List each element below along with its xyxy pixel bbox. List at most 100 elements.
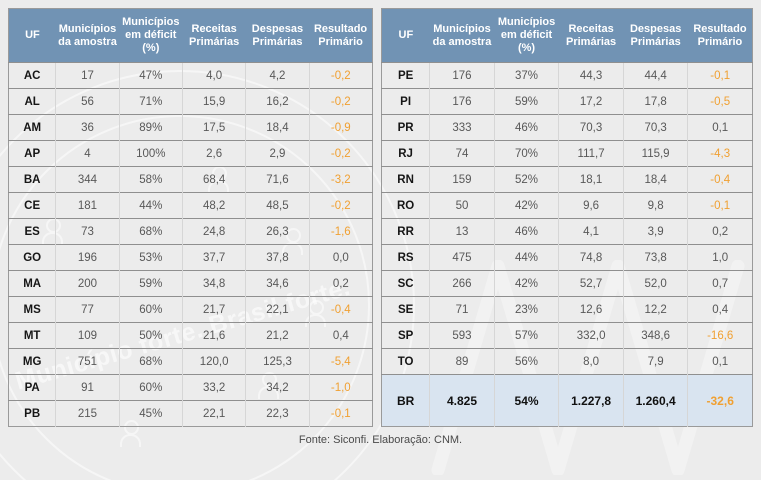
cell-amostra: 196: [55, 244, 120, 271]
cell-resultado: -0,9: [308, 114, 373, 141]
cell-deficit: 42%: [493, 270, 559, 297]
cell-receitas: 9,6: [558, 192, 624, 219]
header-row: UF Municípios da amostra Municípios em déf…: [381, 8, 753, 63]
table-row: MS 77 60% 21,7 22,1 -0,4: [8, 296, 373, 323]
cell-resultado: -0,1: [308, 400, 373, 427]
cell-resultado: 0,2: [308, 270, 373, 297]
table-row: PR 333 46% 70,3 70,3 0,1: [381, 114, 753, 141]
cell-despesas: 2,9: [245, 140, 310, 167]
cell-receitas: 44,3: [558, 62, 624, 89]
cell-uf: GO: [8, 244, 56, 271]
cell-deficit: 56%: [493, 348, 559, 375]
cell-amostra: 89: [429, 348, 495, 375]
cell-uf: PR: [381, 114, 430, 141]
cell-uf: ES: [8, 218, 56, 245]
cell-resultado: -1,0: [308, 374, 373, 401]
cell-uf: SC: [381, 270, 430, 297]
cell-uf: MT: [8, 322, 56, 349]
cell-amostra: 36: [55, 114, 120, 141]
cell-resultado: -0,2: [308, 62, 373, 89]
cell-receitas: 48,2: [181, 192, 246, 219]
cell-receitas: 74,8: [558, 244, 624, 271]
table-row: RR 13 46% 4,1 3,9 0,2: [381, 218, 753, 245]
cell-deficit: 23%: [493, 296, 559, 323]
cell-resultado: 0,2: [687, 218, 753, 245]
cell-uf: MG: [8, 348, 56, 375]
cell-resultado: -4,3: [687, 140, 753, 167]
cell-deficit: 42%: [493, 192, 559, 219]
cell-receitas: 17,2: [558, 88, 624, 115]
cell-receitas: 21,6: [181, 322, 246, 349]
table-row: SC 266 42% 52,7 52,0 0,7: [381, 270, 753, 297]
table-row: PA 91 60% 33,2 34,2 -1,0: [8, 374, 373, 401]
cell-despesas: 18,4: [622, 166, 688, 193]
table-row: RO 50 42% 9,6 9,8 -0,1: [381, 192, 753, 219]
cell-uf: MA: [8, 270, 56, 297]
cell-deficit: 59%: [118, 270, 183, 297]
cell-receitas: 2,6: [181, 140, 246, 167]
uf-table-left: UF Municípios da amostra Municípios em déf…: [8, 8, 373, 427]
cell-despesas: 48,5: [245, 192, 310, 219]
cell-amostra: 215: [55, 400, 120, 427]
cell-amostra: 71: [429, 296, 495, 323]
table-row: SP 593 57% 332,0 348,6 -16,6: [381, 322, 753, 349]
table-row: AM 36 89% 17,5 18,4 -0,9: [8, 114, 373, 141]
cell-despesas: 21,2: [245, 322, 310, 349]
cell-despesas: 73,8: [622, 244, 688, 271]
cell-resultado: 0,1: [687, 348, 753, 375]
cell-receitas: 17,5: [181, 114, 246, 141]
table-row: MG 751 68% 120,0 125,3 -5,4: [8, 348, 373, 375]
uf-table-right: UF Municípios da amostra Municípios em déf…: [381, 8, 753, 427]
cell-despesas: 1.260,4: [622, 374, 688, 427]
cell-deficit: 37%: [493, 62, 559, 89]
cell-amostra: 176: [429, 62, 495, 89]
cell-despesas: 34,6: [245, 270, 310, 297]
cell-despesas: 22,3: [245, 400, 310, 427]
table-row: TO 89 56% 8,0 7,9 0,1: [381, 348, 753, 375]
cell-amostra: 333: [429, 114, 495, 141]
cell-deficit: 47%: [118, 62, 183, 89]
table-row: RJ 74 70% 111,7 115,9 -4,3: [381, 140, 753, 167]
cell-resultado: -0,2: [308, 88, 373, 115]
cell-amostra: 751: [55, 348, 120, 375]
table-row: RS 475 44% 74,8 73,8 1,0: [381, 244, 753, 271]
cell-receitas: 70,3: [558, 114, 624, 141]
source-note: Fonte: Siconfi. Elaboração: CNM.: [298, 434, 463, 446]
cell-deficit: 46%: [493, 218, 559, 245]
column-header: Municípios da amostra: [55, 8, 120, 63]
cell-deficit: 100%: [118, 140, 183, 167]
column-header: Despesas Primárias: [623, 8, 688, 63]
cell-uf: RN: [381, 166, 430, 193]
cell-despesas: 7,9: [622, 348, 688, 375]
cell-amostra: 74: [429, 140, 495, 167]
cell-resultado: -3,2: [308, 166, 373, 193]
cell-amostra: 73: [55, 218, 120, 245]
cell-resultado: 0,4: [308, 322, 373, 349]
cell-amostra: 109: [55, 322, 120, 349]
cell-receitas: 33,2: [181, 374, 246, 401]
cell-resultado: 0,0: [308, 244, 373, 271]
cell-receitas: 37,7: [181, 244, 246, 271]
header-row: UF Municípios da amostra Municípios em déf…: [8, 8, 373, 63]
cell-despesas: 52,0: [622, 270, 688, 297]
cell-receitas: 120,0: [181, 348, 246, 375]
cell-despesas: 26,3: [245, 218, 310, 245]
cell-uf: RO: [381, 192, 430, 219]
cell-despesas: 125,3: [245, 348, 310, 375]
cell-despesas: 70,3: [622, 114, 688, 141]
cell-amostra: 13: [429, 218, 495, 245]
report-table-figure: UF Municípios da amostra Municípios em déf…: [8, 8, 753, 446]
cell-deficit: 89%: [118, 114, 183, 141]
cell-deficit: 45%: [118, 400, 183, 427]
cell-uf: BA: [8, 166, 56, 193]
cell-despesas: 37,8: [245, 244, 310, 271]
cell-deficit: 68%: [118, 218, 183, 245]
cell-receitas: 22,1: [181, 400, 246, 427]
table-row: CE 181 44% 48,2 48,5 -0,2: [8, 192, 373, 219]
cell-resultado: -0,4: [687, 166, 753, 193]
cell-receitas: 68,4: [181, 166, 246, 193]
cell-receitas: 4,1: [558, 218, 624, 245]
table-row: RN 159 52% 18,1 18,4 -0,4: [381, 166, 753, 193]
table-row: MA 200 59% 34,8 34,6 0,2: [8, 270, 373, 297]
table-row: AL 56 71% 15,9 16,2 -0,2: [8, 88, 373, 115]
